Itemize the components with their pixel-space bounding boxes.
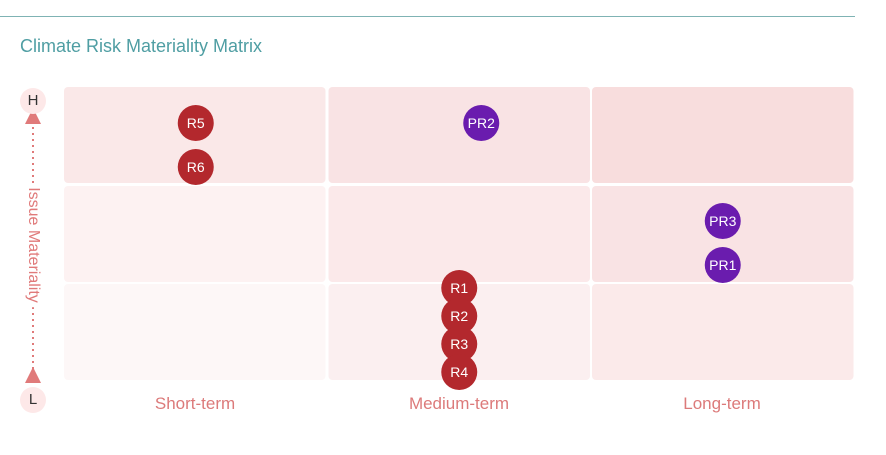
x-tick-short-term: Short-term [154,394,236,413]
point-r5[interactable]: R5 [177,105,214,141]
point-marker-pr2[interactable] [463,105,500,141]
matrix-cell-medium-short-term [64,186,326,282]
point-r6[interactable]: R6 [177,149,214,185]
point-label-r5: R5 [187,115,205,131]
point-r4[interactable]: R4 [441,354,478,390]
matrix-cell-high-medium-term [328,87,590,183]
point-pr2[interactable]: PR2 [463,105,500,141]
point-label-pr2: PR2 [468,115,495,131]
points: R5 R6 PR2 PR3 PR1 R1 R2 R3 R4 [177,105,741,390]
y-axis-high-label: H [20,88,46,114]
point-label-r4: R4 [450,364,468,380]
point-marker-pr3[interactable] [704,203,741,239]
point-label-pr3: PR3 [709,213,736,229]
point-r2[interactable]: R2 [441,298,478,334]
point-label-pr1: PR1 [709,257,736,273]
point-label-r6: R6 [187,159,205,175]
point-label-r1: R1 [450,280,468,296]
point-marker-r2[interactable] [441,298,478,334]
x-tick-medium-term: Medium-term [408,394,510,413]
matrix-cells [64,87,854,380]
point-label-r3: R3 [450,336,468,352]
y-axis-low-label: L [20,387,46,413]
point-marker-r3[interactable] [441,326,478,362]
point-r3[interactable]: R3 [441,326,478,362]
point-marker-r6[interactable] [177,149,214,185]
y-axis-title: Issue Materiality [24,183,42,307]
chart-title: Climate Risk Materiality Matrix [20,36,263,56]
point-label-r2: R2 [450,308,468,324]
point-marker-r4[interactable] [441,354,478,390]
point-pr3[interactable]: PR3 [704,203,741,239]
point-marker-r1[interactable] [441,270,478,306]
x-tick-long-term: Long-term [683,394,761,413]
top-divider [0,16,855,17]
matrix-cell-low-long-term [592,284,854,380]
point-r1[interactable]: R1 [441,270,478,306]
point-pr1[interactable]: PR1 [704,247,741,283]
matrix-cell-medium-medium-term [328,186,590,282]
matrix-cell-high-long-term [592,87,854,183]
matrix-cell-low-short-term [64,284,326,380]
point-marker-pr1[interactable] [704,247,741,283]
point-marker-r5[interactable] [177,105,214,141]
